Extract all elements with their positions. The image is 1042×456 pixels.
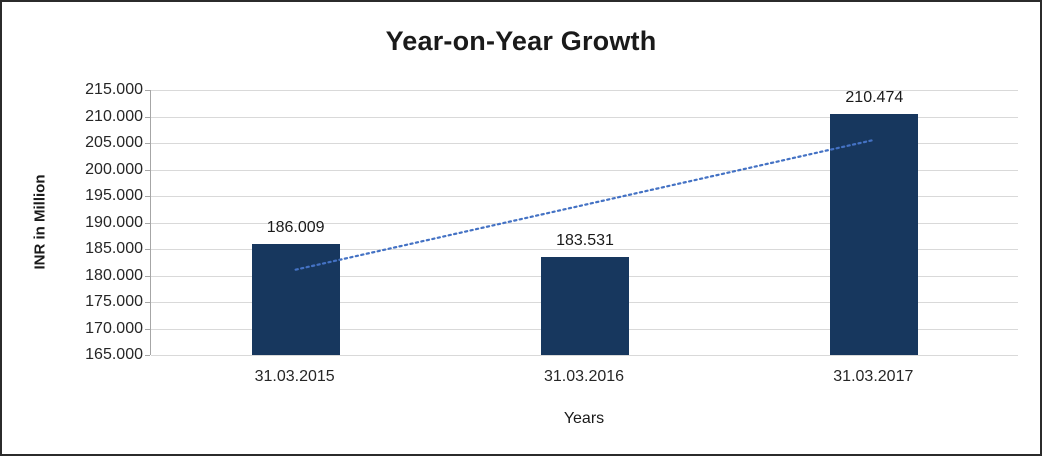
y-tick-label: 170.000	[85, 320, 143, 337]
y-tick-mark	[145, 355, 150, 356]
gridline	[151, 90, 1018, 91]
y-axis-tick-labels: 215.000 210.000 205.000 200.000 195.000 190.0…	[2, 81, 143, 363]
y-tick-mark	[145, 223, 150, 224]
bar-series: 186.009 183.531 210.474	[151, 89, 1018, 355]
bar-31.03.2016	[541, 256, 629, 355]
bar-31.03.2015	[251, 243, 340, 355]
y-tick-label: 205.000	[85, 134, 143, 151]
x-axis-tick-labels: 31.03.2015 31.03.2016 31.03.2017	[150, 368, 1018, 390]
y-tick-label: 185.000	[85, 240, 143, 257]
bar-data-label: 186.009	[266, 218, 325, 236]
gridline	[151, 117, 1018, 118]
bar-31.03.2017	[830, 114, 919, 355]
y-tick-mark	[145, 170, 150, 171]
y-tick-mark	[145, 90, 150, 91]
y-tick-label: 195.000	[85, 187, 143, 204]
y-tick-label: 210.000	[85, 108, 143, 125]
plot-area: 186.009 183.531 210.474	[150, 89, 1018, 356]
x-tick-label: 31.03.2016	[543, 368, 625, 385]
bar-data-label: 210.474	[845, 89, 904, 106]
y-tick-mark	[145, 143, 150, 144]
x-tick-label: 31.03.2015	[254, 368, 335, 385]
y-tick-label: 190.000	[85, 214, 143, 231]
y-tick-mark	[145, 329, 150, 330]
y-tick-label: 165.000	[85, 346, 143, 363]
x-axis-title: Years	[563, 410, 605, 427]
bar-data-label: 183.531	[556, 231, 614, 249]
y-tick-label: 175.000	[85, 293, 143, 310]
y-tick-mark	[145, 117, 150, 118]
y-tick-mark	[145, 196, 150, 197]
x-tick-label: 31.03.2017	[833, 368, 914, 385]
y-tick-mark	[145, 276, 150, 277]
y-tick-label: 215.000	[85, 81, 143, 98]
y-tick-label: 180.000	[85, 267, 143, 284]
chart-title: Year-on-Year Growth	[385, 26, 657, 56]
y-tick-mark	[145, 302, 150, 303]
y-tick-label: 200.000	[85, 161, 143, 178]
gridline	[151, 355, 1018, 356]
y-axis-tick-marks	[145, 90, 150, 356]
y-tick-mark	[145, 249, 150, 250]
